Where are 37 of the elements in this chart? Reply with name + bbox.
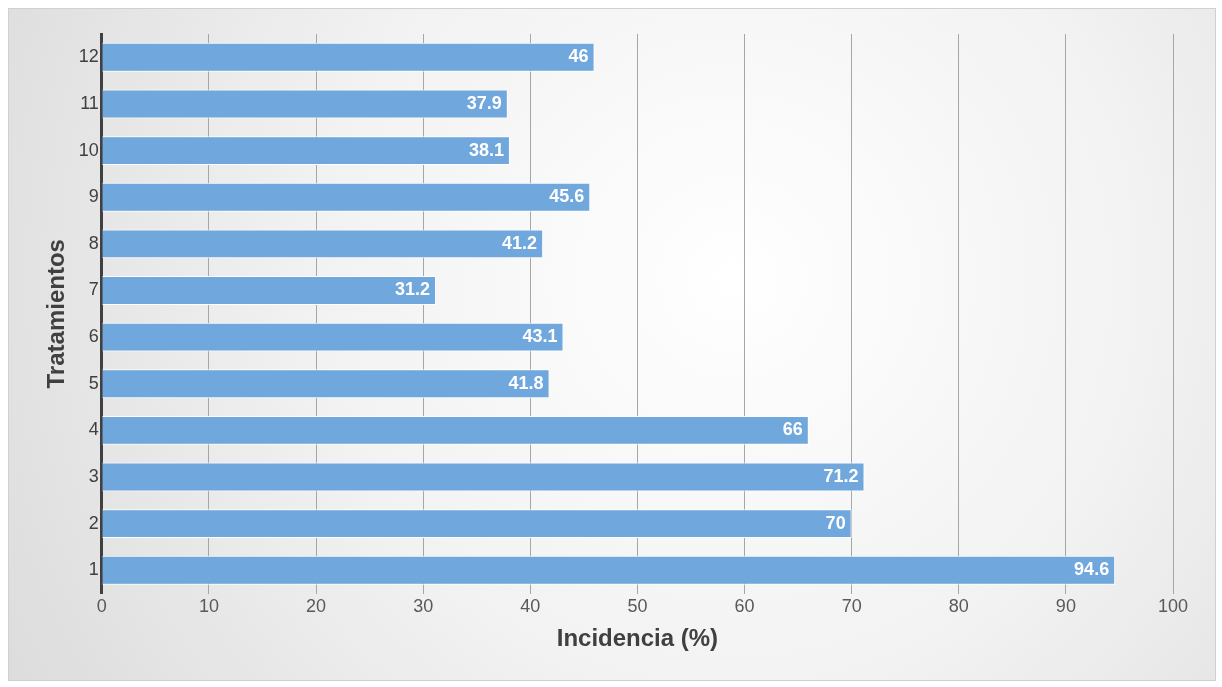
y-tick-label: 10	[78, 139, 99, 160]
x-tick-label: 20	[306, 596, 327, 617]
data-label: 41.8	[508, 372, 544, 393]
x-tick-label: 70	[841, 596, 862, 617]
x-tick-label: 40	[520, 596, 541, 617]
y-tick-label: 2	[88, 512, 99, 533]
data-label: 45.6	[549, 186, 585, 207]
x-axis-title: Incidencia (%)	[556, 624, 719, 652]
y-tick-label: 7	[88, 279, 99, 300]
data-label: 43.1	[522, 326, 558, 347]
data-label: 41.2	[502, 232, 538, 253]
y-tick-label: 6	[88, 326, 99, 347]
data-label: 70	[825, 512, 846, 533]
y-tick-label: 12	[78, 46, 99, 67]
y-axis-title: Tratamientos	[42, 239, 70, 389]
data-label: 37.9	[466, 92, 502, 113]
y-tick-label: 3	[88, 465, 99, 486]
data-label: 46	[568, 46, 589, 67]
x-tick-label: 10	[198, 596, 219, 617]
x-tick-label: 0	[96, 596, 107, 617]
x-tick-label: 90	[1055, 596, 1076, 617]
y-tick-label: 1	[88, 559, 99, 580]
data-label: 38.1	[468, 139, 504, 160]
y-tick-label: 4	[88, 419, 99, 440]
x-tick-label: 50	[627, 596, 648, 617]
data-label: 71.2	[823, 465, 859, 486]
y-tick-label: 11	[80, 92, 99, 113]
x-tick-label: 80	[948, 596, 969, 617]
x-tick-label: 100	[1157, 596, 1189, 617]
data-label: 66	[782, 419, 803, 440]
data-label: 31.2	[394, 279, 431, 300]
x-tick-label: 30	[413, 596, 434, 617]
y-tick-label: 9	[88, 186, 99, 207]
y-tick-label: 8	[88, 232, 99, 253]
y-tick-label: 5	[88, 372, 99, 393]
data-label: 94.6	[1074, 559, 1110, 580]
x-tick-label: 60	[734, 596, 755, 617]
